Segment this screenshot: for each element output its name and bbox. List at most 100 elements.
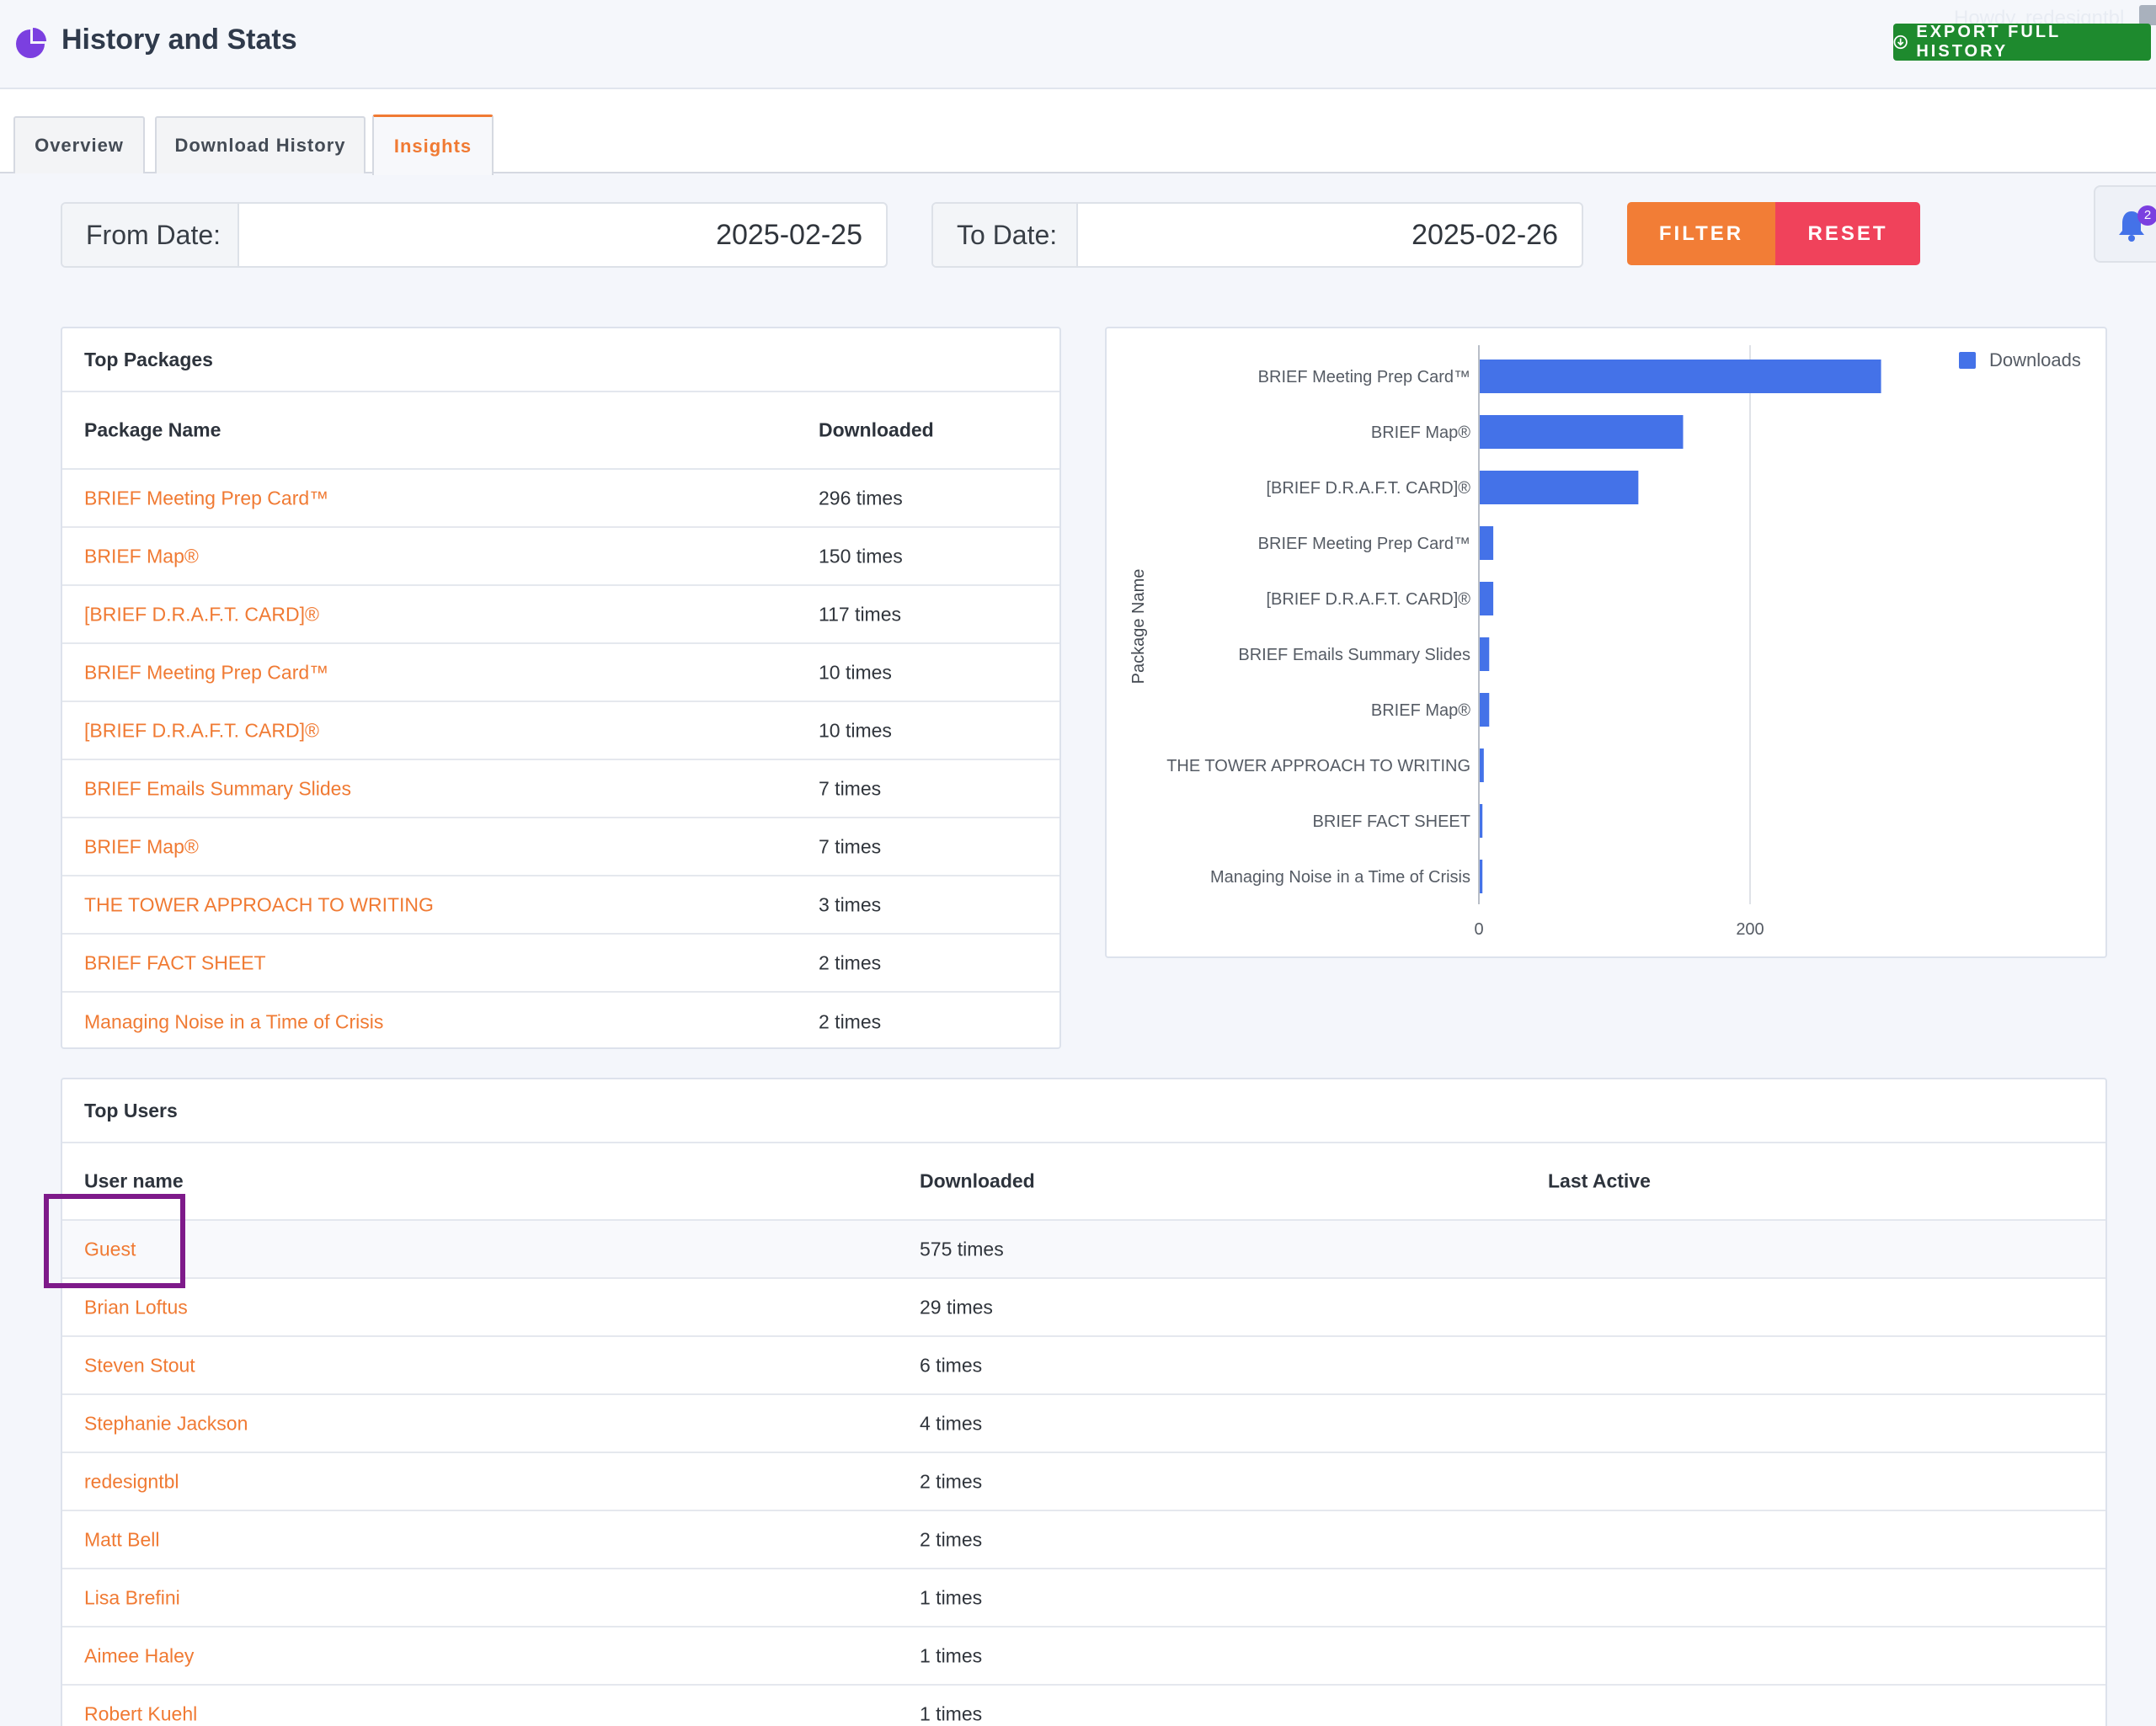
table-row: redesigntbl 2 times	[62, 1453, 2105, 1511]
download-count: 1 times	[920, 1586, 983, 1608]
category-label: THE TOWER APPROACH TO WRITING	[1166, 757, 1470, 775]
user-link[interactable]: Steven Stout	[84, 1354, 195, 1376]
category-label: [BRIEF D.R.A.F.T. CARD]®	[1266, 590, 1470, 609]
bar	[1480, 748, 1484, 782]
col-package-name: Package Name	[84, 418, 221, 441]
table-row: Robert Kuehl 1 times	[62, 1686, 2105, 1726]
package-link[interactable]: BRIEF Map®	[84, 545, 199, 567]
legend-swatch	[1959, 352, 1976, 369]
notification-tab[interactable]: 2	[2094, 185, 2156, 263]
download-count: 2 times	[920, 1528, 983, 1550]
page-header: History and Stats Howdy, redesigntbl EXP…	[0, 0, 2156, 89]
bar	[1480, 804, 1483, 838]
tab-overview[interactable]: Overview	[13, 116, 145, 173]
download-count: 29 times	[920, 1296, 993, 1318]
user-link[interactable]: Lisa Brefini	[84, 1586, 180, 1608]
download-count: 150 times	[819, 545, 903, 567]
category-label: BRIEF Map®	[1371, 424, 1470, 442]
category-label: Managing Noise in a Time of Crisis	[1210, 868, 1470, 887]
from-date-group: From Date: 2025-02-25	[61, 202, 888, 268]
download-count: 10 times	[819, 661, 892, 683]
avatar[interactable]	[2139, 5, 2156, 25]
download-count: 2 times	[819, 1010, 882, 1032]
col-downloaded: Downloaded	[819, 418, 934, 441]
downloads-chart-card: 0 200 BRIEF Meeting Prep Card™ BRIEF Map® [B…	[1105, 327, 2107, 958]
bar	[1480, 582, 1494, 615]
filter-button[interactable]: FILTER	[1627, 202, 1775, 265]
top-packages-title: Top Packages	[62, 328, 1059, 392]
bar	[1480, 415, 1684, 449]
y-axis-title: Package Name	[1129, 569, 1148, 685]
table-header: Package Name Downloaded	[62, 392, 1059, 470]
user-link[interactable]: Matt Bell	[84, 1528, 160, 1550]
download-count: 4 times	[920, 1412, 983, 1434]
category-label: BRIEF Map®	[1371, 701, 1470, 720]
to-date-input[interactable]: 2025-02-26	[1412, 218, 1558, 251]
user-link[interactable]: Guest	[84, 1238, 136, 1260]
download-count: 7 times	[819, 835, 882, 857]
top-users-card: Top Users User name Downloaded Last Acti…	[61, 1078, 2107, 1726]
package-link[interactable]: BRIEF Emails Summary Slides	[84, 777, 351, 799]
download-count: 10 times	[819, 719, 892, 741]
downloads-bar-chart: 0 200 BRIEF Meeting Prep Card™ BRIEF Map® [B…	[1129, 345, 2081, 939]
category-label: BRIEF Emails Summary Slides	[1238, 646, 1470, 664]
download-count: 2 times	[920, 1470, 983, 1492]
download-count: 2 times	[819, 951, 882, 973]
user-link[interactable]: Aimee Haley	[84, 1644, 195, 1666]
reset-button[interactable]: RESET	[1775, 202, 1920, 265]
from-date-input[interactable]: 2025-02-25	[716, 218, 862, 251]
download-count: 7 times	[819, 777, 882, 799]
table-row: BRIEF Map® 150 times	[62, 528, 1059, 586]
col-downloaded: Downloaded	[920, 1169, 1035, 1192]
package-link[interactable]: [BRIEF D.R.A.F.T. CARD]®	[84, 603, 319, 625]
table-row: BRIEF Meeting Prep Card™ 296 times	[62, 470, 1059, 528]
table-row: Steven Stout 6 times	[62, 1337, 2105, 1395]
export-label: EXPORT FULL HISTORY	[1916, 23, 2061, 61]
to-date-label: To Date:	[933, 204, 1078, 266]
top-users-title: Top Users	[62, 1079, 2105, 1143]
user-link[interactable]: Brian Loftus	[84, 1296, 188, 1318]
bar	[1480, 860, 1483, 893]
table-header: User name Downloaded Last Active	[62, 1143, 2105, 1221]
bar	[1480, 471, 1639, 504]
bar	[1480, 360, 1881, 393]
col-last-active: Last Active	[1548, 1169, 1651, 1192]
from-date-label: From Date:	[62, 204, 239, 266]
table-row: Brian Loftus 29 times	[62, 1279, 2105, 1337]
export-full-history-button[interactable]: EXPORT FULL HISTORY	[1893, 23, 2151, 61]
tab-insights[interactable]: Insights	[372, 115, 494, 175]
package-link[interactable]: BRIEF Meeting Prep Card™	[84, 487, 329, 509]
package-link[interactable]: BRIEF FACT SHEET	[84, 951, 266, 973]
notification-badge: 2	[2137, 205, 2156, 226]
user-link[interactable]: Robert Kuehl	[84, 1702, 198, 1724]
category-label: BRIEF FACT SHEET	[1313, 812, 1470, 831]
package-link[interactable]: [BRIEF D.R.A.F.T. CARD]®	[84, 719, 319, 741]
download-count: 296 times	[819, 487, 903, 509]
bar	[1480, 526, 1494, 560]
user-link[interactable]: redesigntbl	[84, 1470, 179, 1492]
table-row: [BRIEF D.R.A.F.T. CARD]® 10 times	[62, 702, 1059, 760]
table-row: BRIEF Emails Summary Slides 7 times	[62, 760, 1059, 818]
download-count: 3 times	[819, 893, 882, 915]
bar	[1480, 637, 1490, 671]
download-count: 6 times	[920, 1354, 983, 1376]
download-count: 117 times	[819, 603, 902, 625]
package-link[interactable]: THE TOWER APPROACH TO WRITING	[84, 893, 434, 915]
table-row: Aimee Haley 1 times	[62, 1627, 2105, 1686]
table-row: Lisa Brefini 1 times	[62, 1569, 2105, 1627]
tab-download-history[interactable]: Download History	[155, 116, 366, 173]
top-packages-card: Top Packages Package Name Downloaded BRI…	[61, 327, 1061, 1049]
package-link[interactable]: Managing Noise in a Time of Crisis	[84, 1010, 384, 1032]
to-date-group: To Date: 2025-02-26	[931, 202, 1583, 268]
download-count: 1 times	[920, 1644, 983, 1666]
category-label: [BRIEF D.R.A.F.T. CARD]®	[1266, 479, 1470, 498]
pie-chart-icon	[16, 28, 46, 58]
legend-label: Downloads	[1989, 349, 2081, 370]
table-row: Managing Noise in a Time of Crisis 2 time…	[62, 993, 1059, 1051]
package-link[interactable]: BRIEF Map®	[84, 835, 199, 857]
user-link[interactable]: Stephanie Jackson	[84, 1412, 248, 1434]
col-user-name: User name	[84, 1169, 184, 1192]
download-count: 1 times	[920, 1702, 983, 1724]
x-tick-label: 200	[1736, 920, 1764, 939]
package-link[interactable]: BRIEF Meeting Prep Card™	[84, 661, 329, 683]
